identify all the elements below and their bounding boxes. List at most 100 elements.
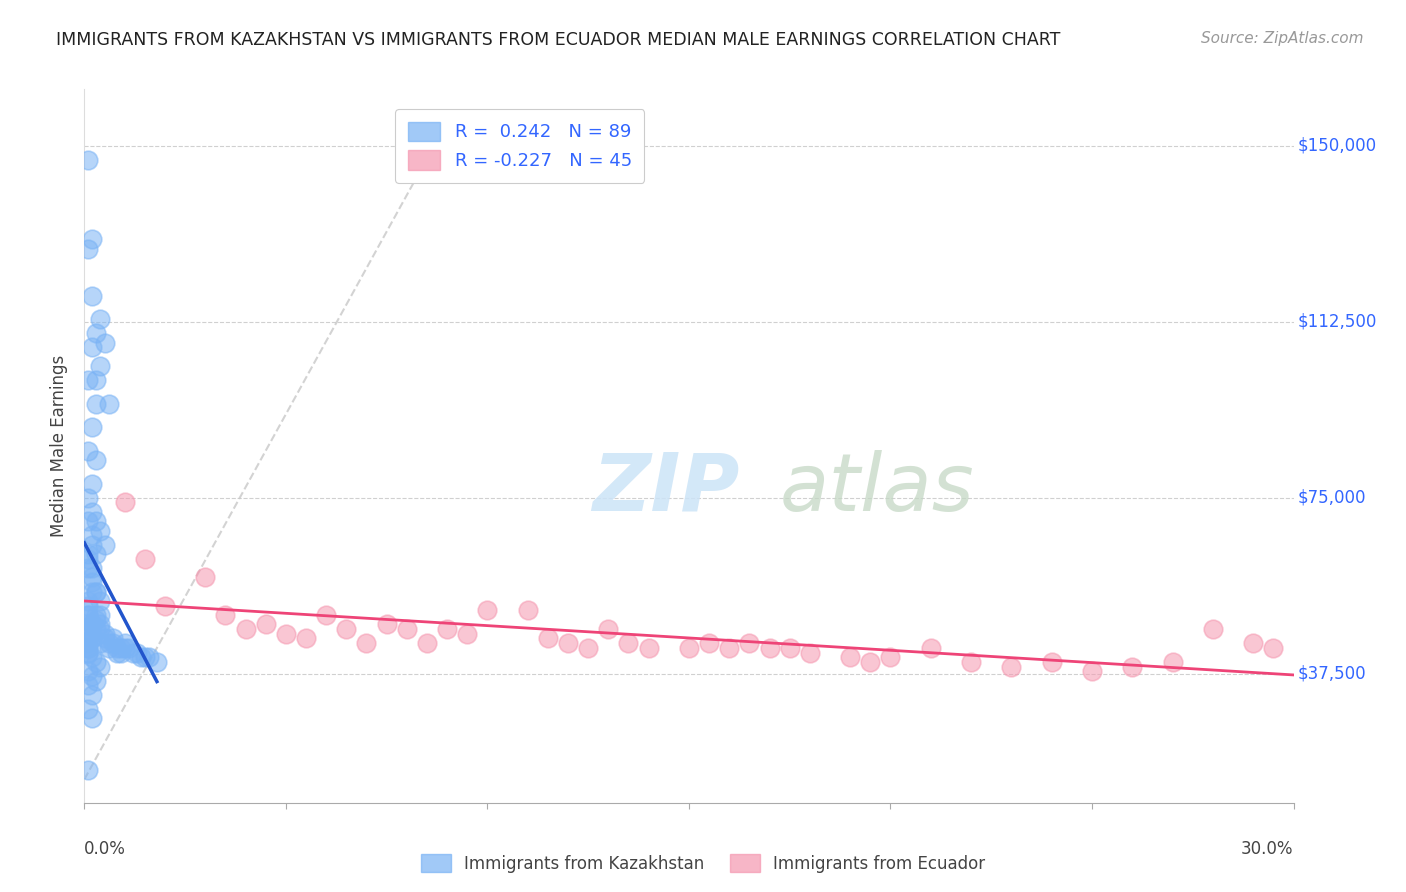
Point: [89, 636, 111, 650]
Text: 0.0%: 0.0%: [84, 840, 127, 858]
Point: [598, 622, 620, 636]
Point: [101, 636, 124, 650]
Point: [93, 538, 115, 552]
Point: [77, 561, 100, 575]
Point: [86, 584, 108, 599]
Point: [77, 551, 100, 566]
Y-axis label: Median Male Earnings: Median Male Earnings: [51, 355, 69, 537]
Point: [77, 607, 100, 622]
Point: [1161, 655, 1184, 669]
Point: [101, 632, 124, 646]
Point: [274, 627, 297, 641]
Point: [82, 561, 104, 575]
Point: [82, 528, 104, 542]
Point: [129, 650, 152, 665]
Point: [77, 599, 100, 613]
Point: [77, 594, 100, 608]
Point: [77, 646, 100, 660]
Point: [295, 632, 318, 646]
Point: [576, 640, 599, 655]
Point: [89, 617, 111, 632]
Point: [718, 640, 741, 655]
Point: [114, 636, 136, 650]
Text: $112,500: $112,500: [1298, 312, 1376, 331]
Point: [82, 570, 104, 584]
Point: [77, 627, 100, 641]
Point: [77, 636, 100, 650]
Point: [77, 242, 100, 256]
Point: [82, 505, 104, 519]
Text: atlas: atlas: [779, 450, 974, 528]
Point: [77, 617, 100, 632]
Point: [879, 650, 901, 665]
Point: [194, 570, 217, 584]
Point: [77, 622, 100, 636]
Point: [456, 627, 478, 641]
Point: [436, 622, 458, 636]
Point: [86, 613, 108, 627]
Point: [77, 514, 100, 528]
Point: [118, 640, 141, 655]
Point: [77, 702, 100, 716]
Point: [97, 640, 120, 655]
Legend: R =  0.242   N = 89, R = -0.227   N = 45: R = 0.242 N = 89, R = -0.227 N = 45: [395, 109, 644, 183]
Point: [93, 632, 115, 646]
Point: [416, 636, 439, 650]
Point: [86, 547, 108, 561]
Point: [110, 646, 132, 660]
Point: [97, 397, 120, 411]
Point: [82, 575, 104, 590]
Point: [86, 673, 108, 688]
Point: [89, 607, 111, 622]
Point: [375, 617, 398, 632]
Point: [86, 622, 108, 636]
Point: [86, 326, 108, 341]
Point: [89, 659, 111, 673]
Point: [89, 622, 111, 636]
Point: [77, 153, 100, 167]
Point: [315, 607, 337, 622]
Point: [779, 640, 801, 655]
Legend: Immigrants from Kazakhstan, Immigrants from Ecuador: Immigrants from Kazakhstan, Immigrants f…: [415, 847, 991, 880]
Point: [82, 476, 104, 491]
Text: Source: ZipAtlas.com: Source: ZipAtlas.com: [1201, 31, 1364, 46]
Point: [89, 312, 111, 326]
Point: [86, 514, 108, 528]
Point: [110, 640, 132, 655]
Point: [82, 617, 104, 632]
Text: 30.0%: 30.0%: [1241, 840, 1294, 858]
Point: [114, 495, 136, 509]
Point: [77, 443, 100, 458]
Point: [82, 650, 104, 665]
Point: [89, 359, 111, 374]
Point: [557, 636, 579, 650]
Point: [82, 340, 104, 354]
Point: [1121, 659, 1143, 673]
Point: [86, 584, 108, 599]
Point: [758, 640, 780, 655]
Point: [82, 538, 104, 552]
Point: [77, 640, 100, 655]
Point: [86, 397, 108, 411]
Point: [799, 646, 821, 660]
Point: [77, 547, 100, 561]
Point: [82, 420, 104, 434]
Point: [114, 640, 136, 655]
Point: [138, 650, 160, 665]
Point: [477, 603, 499, 617]
Point: [77, 665, 100, 679]
Point: [82, 289, 104, 303]
Point: [89, 594, 111, 608]
Point: [859, 655, 882, 669]
Point: [839, 650, 862, 665]
Point: [77, 678, 100, 692]
Point: [146, 655, 169, 669]
Point: [134, 551, 156, 566]
Point: [77, 646, 100, 660]
Point: [1202, 622, 1225, 636]
Point: [93, 627, 115, 641]
Point: [86, 607, 108, 622]
Point: [738, 636, 761, 650]
Point: [537, 632, 560, 646]
Point: [82, 617, 104, 632]
